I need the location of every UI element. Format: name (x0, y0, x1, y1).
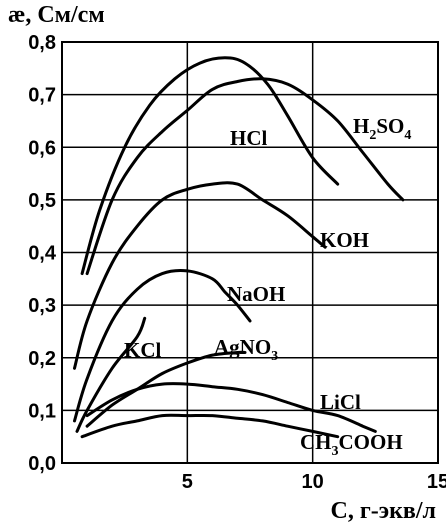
series-curve-hcl (80, 56, 340, 276)
y-tick-label: 0,3 (28, 295, 56, 317)
series-label-ch3cooh: CH3COOH (300, 430, 403, 459)
label-text: KOH (320, 228, 369, 252)
text-layer: æ, См/см C, г-экв/л 0,0 0,1 0,2 0,3 0,4 0,5 0,… (8, 2, 446, 524)
y-tick-label: 0,2 (28, 348, 56, 370)
label-text: COOH (339, 430, 403, 454)
label-subscript: 3 (332, 444, 339, 459)
y-axis-title: æ, См/см (8, 2, 105, 28)
series-curve-ch3cooh (80, 413, 340, 439)
series-curve-licl (85, 382, 377, 433)
label-subscript: 2 (369, 128, 376, 143)
series-label-naoh: NaOH (227, 282, 285, 306)
label-subscript: 3 (271, 349, 278, 364)
label-text: NaOH (227, 282, 285, 306)
y-tick-label: 0,5 (28, 190, 56, 212)
label-text: KCl (124, 338, 162, 362)
label-text: AgNO (214, 335, 271, 359)
series-curve-kcl (75, 316, 147, 433)
y-tick-label: 0,1 (28, 400, 56, 422)
y-tick-label: 0,7 (28, 85, 56, 107)
y-tick-label: 0,4 (28, 243, 57, 265)
series-curve-koh (73, 181, 327, 370)
series-label-h2so4: H2SO4 (353, 114, 411, 143)
label-text: CH (300, 430, 332, 454)
series-curve-naoh (73, 269, 252, 423)
series-curve-h2so4 (85, 77, 405, 276)
x-tick-label: 10 (302, 471, 324, 493)
series-label-kcl: KCl (124, 338, 162, 362)
series-curve-agno3 (85, 350, 247, 428)
x-axis-title: C, г-экв/л (330, 498, 436, 524)
label-text: HCl (230, 126, 268, 150)
x-tick-label: 15 (427, 471, 446, 493)
y-tick-label: 0,6 (28, 137, 56, 159)
y-tick-label: 0,0 (28, 453, 56, 475)
y-tick-label: 0,8 (28, 32, 56, 54)
series-label-agno3: AgNO3 (214, 335, 278, 364)
series-label-licl: LiCl (320, 390, 361, 414)
x-tick-label: 5 (182, 471, 193, 493)
series-label-koh: KOH (320, 228, 369, 252)
curve-layer (73, 56, 405, 439)
label-text: LiCl (320, 390, 361, 414)
label-subscript: 4 (404, 128, 411, 143)
label-text: H (353, 114, 369, 138)
label-text: SO (376, 114, 404, 138)
series-label-hcl: HCl (230, 126, 268, 150)
